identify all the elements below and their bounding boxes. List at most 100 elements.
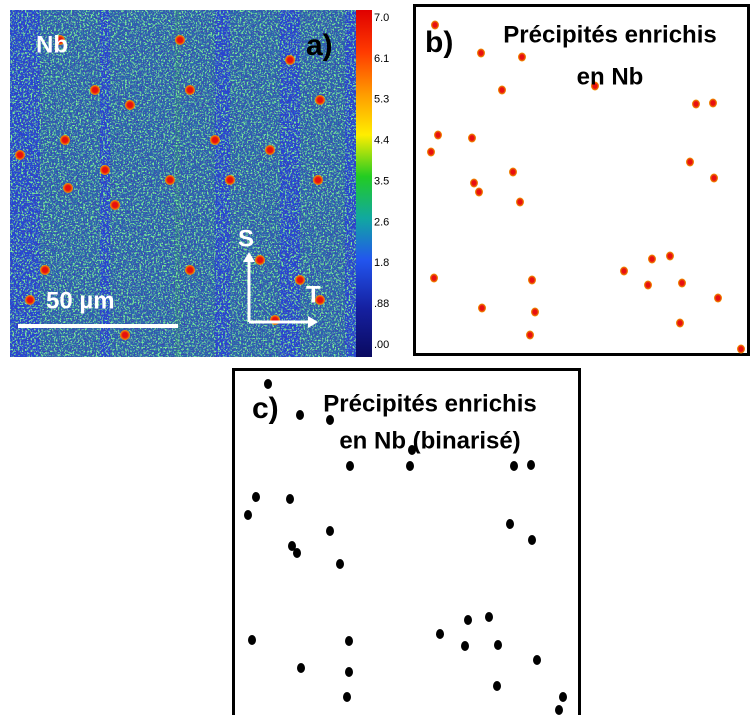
panel-frame xyxy=(413,4,750,356)
dot xyxy=(470,178,478,188)
dot xyxy=(40,265,50,275)
dot xyxy=(676,318,684,328)
black-dot xyxy=(436,629,444,639)
colorbar-tick-label: 5.3 xyxy=(374,94,389,106)
scale-bar-label: 50 µm xyxy=(46,287,115,314)
black-dot xyxy=(527,460,535,470)
dot xyxy=(528,275,536,285)
dot xyxy=(15,150,25,160)
black-dot xyxy=(346,461,354,471)
dot xyxy=(185,265,195,275)
dot xyxy=(125,100,135,110)
dot xyxy=(255,255,265,265)
panel-c: c) Précipités enrichis en Nb (binarisé) xyxy=(232,368,581,715)
dot xyxy=(60,135,70,145)
black-dot xyxy=(506,519,514,529)
black-dot xyxy=(345,636,353,646)
dot xyxy=(265,145,275,155)
black-dot xyxy=(288,541,296,551)
dot xyxy=(90,85,100,95)
dot xyxy=(714,293,722,303)
arrow-heads xyxy=(243,252,318,328)
black-dot xyxy=(510,461,518,471)
dot xyxy=(498,85,506,95)
black-dot xyxy=(533,655,541,665)
dot xyxy=(477,48,485,58)
dot xyxy=(315,295,325,305)
axis-t: T xyxy=(306,281,321,308)
dot xyxy=(475,187,483,197)
dot xyxy=(531,307,539,317)
black-dot xyxy=(326,415,334,425)
dot xyxy=(526,330,534,340)
dot xyxy=(25,295,35,305)
colorbar-ticks: 7.0 6.1 5.3 4.4 3.5 2.6 1.8 .88 .00 xyxy=(374,12,389,351)
dot xyxy=(295,275,305,285)
black-dot xyxy=(485,612,493,622)
dot xyxy=(63,183,73,193)
panel-a: Nb a) 50 µm S T xyxy=(10,10,392,357)
colorbar-tick-label: 7.0 xyxy=(374,12,389,24)
black-dot xyxy=(345,667,353,677)
black-dot xyxy=(559,692,567,702)
colorbar-tick-label: 3.5 xyxy=(374,175,389,187)
dot xyxy=(313,175,323,185)
panel-label: c) xyxy=(252,392,279,425)
black-dot xyxy=(408,445,416,455)
dot xyxy=(427,147,435,157)
dot xyxy=(434,130,442,140)
dot xyxy=(185,85,195,95)
black-dot xyxy=(494,640,502,650)
dot xyxy=(509,167,517,177)
black-dot xyxy=(244,510,252,520)
dot xyxy=(686,157,694,167)
dot xyxy=(478,303,486,313)
dot xyxy=(620,266,628,276)
black-dot xyxy=(461,641,469,651)
axes-arrows xyxy=(247,257,314,324)
black-dot xyxy=(406,461,414,471)
dot xyxy=(165,175,175,185)
black-dot xyxy=(286,494,294,504)
dot xyxy=(591,81,599,91)
dot xyxy=(737,344,745,354)
black-dot xyxy=(464,615,472,625)
dot xyxy=(468,133,476,143)
precipitates xyxy=(15,35,325,340)
dot xyxy=(644,280,652,290)
colorbar-tick-label: 1.8 xyxy=(374,257,389,269)
dot xyxy=(518,52,526,62)
colorbar-tick-label: .88 xyxy=(374,298,389,310)
black-dot xyxy=(264,379,272,389)
colorbar-tick-label: 4.4 xyxy=(374,135,389,147)
colorbar xyxy=(356,10,372,357)
dot xyxy=(516,197,524,207)
black-dot xyxy=(252,492,260,502)
colorbar-label-bg xyxy=(372,10,392,357)
element-label: Nb xyxy=(36,31,68,58)
dot xyxy=(648,254,656,264)
dot xyxy=(100,165,110,175)
title-line: en Nb (binarisé) xyxy=(339,427,520,454)
black-dot xyxy=(343,692,351,702)
black-dot xyxy=(296,410,304,420)
black-dot xyxy=(248,635,256,645)
dot xyxy=(709,98,717,108)
dot xyxy=(210,135,220,145)
black-dot xyxy=(528,535,536,545)
dot xyxy=(55,35,65,45)
panel-label: a) xyxy=(306,29,333,62)
black-dot xyxy=(326,526,334,536)
colorbar-tick-label: 6.1 xyxy=(374,53,389,65)
panel-b: b) Précipités enrichis en Nb xyxy=(413,4,750,356)
colorbar-tick-label: 2.6 xyxy=(374,216,389,228)
dot xyxy=(110,200,120,210)
dot xyxy=(430,273,438,283)
black-dot xyxy=(297,663,305,673)
dot xyxy=(431,20,439,30)
dot xyxy=(710,173,718,183)
dot xyxy=(678,278,686,288)
title-line: Précipités enrichis xyxy=(323,390,536,417)
